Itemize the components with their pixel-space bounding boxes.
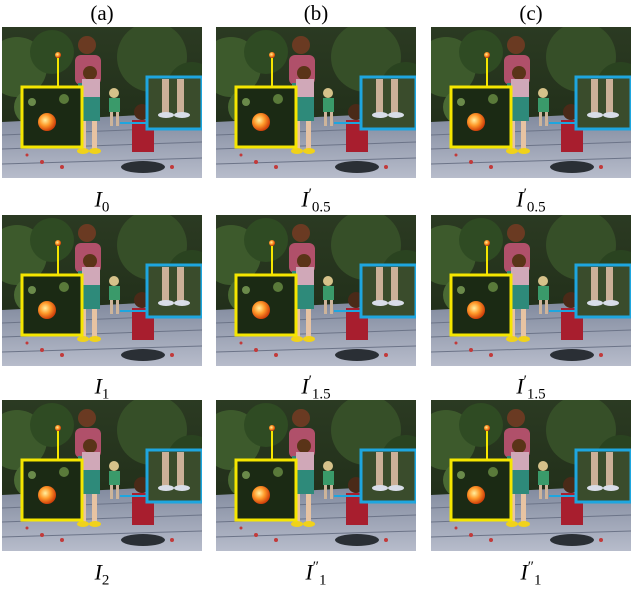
column-header-b: (b) — [303, 1, 329, 25]
caption-b-row2: I′1.5 — [301, 373, 331, 403]
photo-panel-c-row1 — [431, 27, 631, 178]
caption-a-row1: I0 — [94, 186, 110, 216]
caption-c-row1: I′0.5 — [516, 186, 546, 216]
photo-panel-a-row2 — [2, 215, 202, 366]
caption-c-row3: I″1 — [520, 559, 542, 589]
photo-panel-a-row3 — [2, 400, 202, 551]
caption-b-row1: I′0.5 — [301, 186, 331, 216]
photo-panel-b-row1 — [216, 27, 416, 178]
photo-panel-c-row2 — [431, 215, 631, 366]
column-header-c: (c) — [519, 1, 543, 25]
photo-panel-b-row2 — [216, 215, 416, 366]
caption-c-row2: I′1.5 — [516, 373, 546, 403]
photo-panel-b-row3 — [216, 400, 416, 551]
caption-b-row3: I″1 — [305, 559, 327, 589]
column-header-a: (a) — [90, 1, 114, 25]
photo-panel-a-row1 — [2, 27, 202, 178]
photo-panel-c-row3 — [431, 400, 631, 551]
caption-a-row3: I2 — [94, 559, 110, 589]
caption-a-row2: I1 — [94, 373, 110, 403]
